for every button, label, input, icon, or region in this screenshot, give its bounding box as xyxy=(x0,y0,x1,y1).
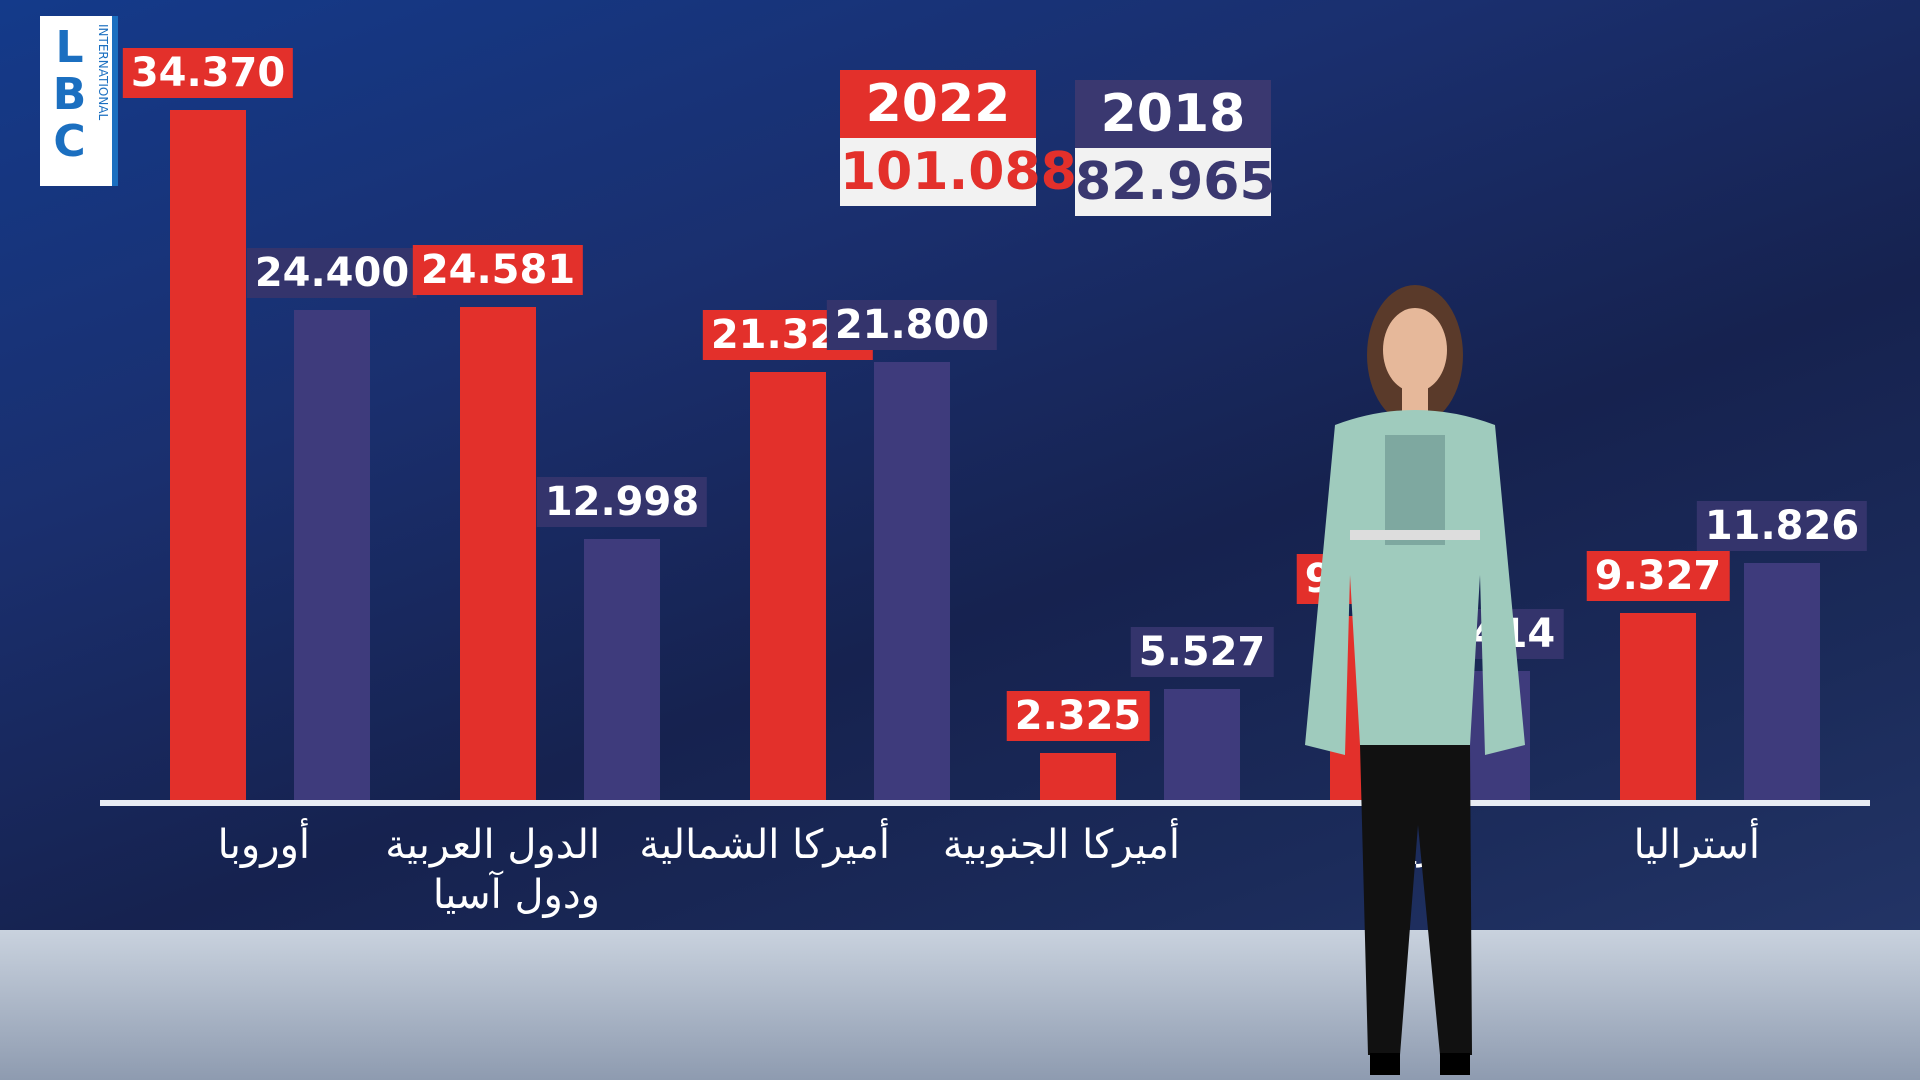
value-label: 5.527 xyxy=(1130,627,1274,678)
value-label: 9.327 xyxy=(1586,550,1730,601)
legend-total: 101.088 xyxy=(840,138,1077,206)
bar xyxy=(170,110,246,800)
value-label: 21.800 xyxy=(826,300,998,351)
legend-total: 82.965 xyxy=(1075,148,1276,216)
legend-entry: 2022 101.088 xyxy=(840,70,1077,206)
logo-sub: INTERNATIONAL xyxy=(96,24,110,121)
category-label: أميركا الشمالية xyxy=(639,822,890,868)
category-label: أستراليا xyxy=(1633,822,1760,868)
value-label: 34.370 xyxy=(122,48,294,98)
bar xyxy=(1744,562,1820,800)
bar xyxy=(294,310,370,800)
baseline xyxy=(100,800,1870,806)
value-label: 24.581 xyxy=(412,244,584,295)
bar xyxy=(584,539,660,800)
bar xyxy=(460,306,536,800)
value-label: 2.325 xyxy=(1006,691,1150,742)
presenter xyxy=(1305,285,1525,1075)
bar xyxy=(1164,689,1240,800)
logo-text: LBC xyxy=(44,22,95,163)
bar xyxy=(750,371,826,800)
bar xyxy=(1620,612,1696,800)
logo: LBC INTERNATIONAL xyxy=(40,16,118,186)
legend-year: 2018 xyxy=(1075,80,1271,148)
bar xyxy=(1040,753,1116,800)
category-label: أميركا الجنوبية xyxy=(942,822,1180,868)
value-label: 24.400 xyxy=(246,248,418,299)
category-label: أوروبا xyxy=(217,822,310,868)
studio-floor xyxy=(0,930,1920,1080)
value-label: 11.826 xyxy=(1696,500,1868,551)
category-label: الدول العربية ودول آسيا xyxy=(385,822,600,918)
value-label: 12.998 xyxy=(536,477,708,528)
bar xyxy=(874,362,950,800)
legend-year: 2022 xyxy=(840,70,1036,138)
legend-entry: 2018 82.965 xyxy=(1075,80,1276,216)
